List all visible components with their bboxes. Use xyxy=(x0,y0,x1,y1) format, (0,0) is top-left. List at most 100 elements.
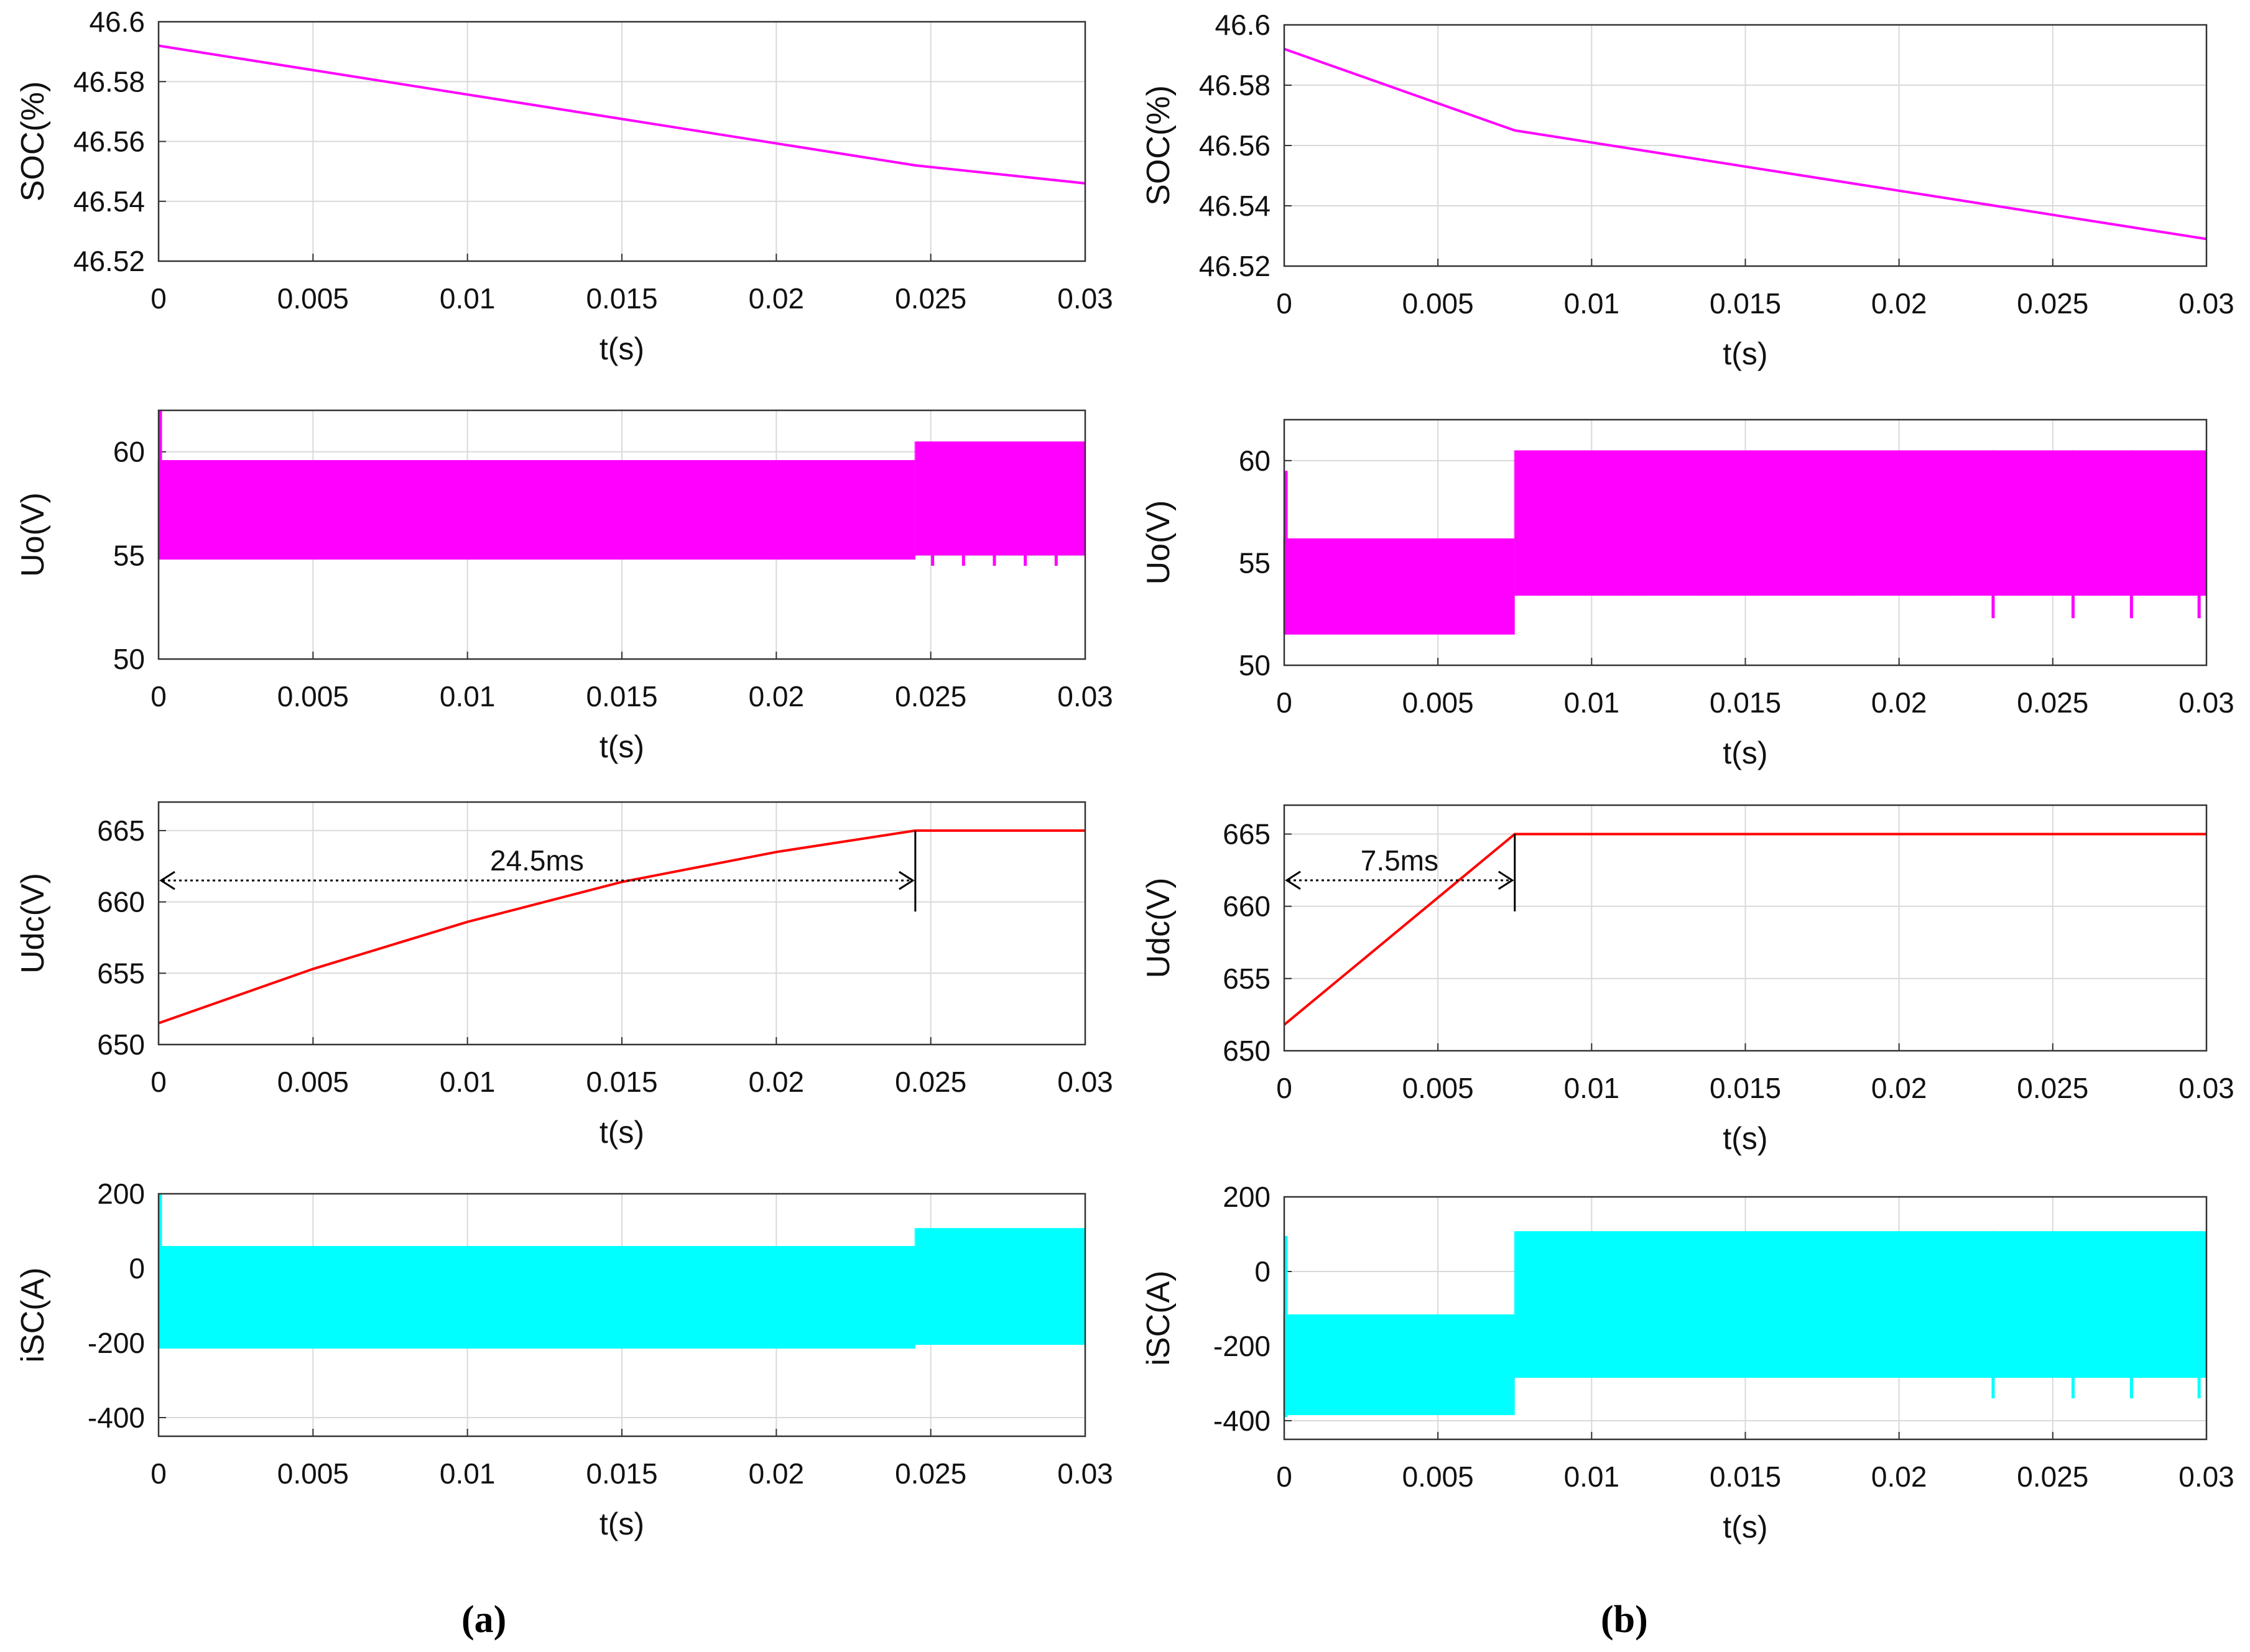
x-axis-label: t(s) xyxy=(1723,336,1767,371)
x-tick-label: 0.005 xyxy=(277,680,349,713)
y-tick-label: -400 xyxy=(1213,1405,1271,1437)
chart-b-3: 0 0.005 0.01 0.015 0.02 0.025 0.03 650 655 660 665… xyxy=(1141,804,2234,1156)
x-tick-label: 0.025 xyxy=(2017,287,2088,320)
x-tick-label: 0.02 xyxy=(1871,1460,1927,1493)
x-axis-label: t(s) xyxy=(600,331,644,366)
x-tick-label: 0.025 xyxy=(895,1066,966,1098)
x-tick-label: 0.01 xyxy=(1564,287,1620,320)
x-tick-label: 0.025 xyxy=(2017,1460,2088,1493)
annotation-arrowhead-left xyxy=(1285,870,1301,890)
x-axis-label: t(s) xyxy=(1723,736,1767,770)
signal-band xyxy=(1514,450,2206,596)
x-tick-label: 0.025 xyxy=(895,282,966,315)
x-tick-label: 0 xyxy=(150,680,167,713)
y-tick-label: 50 xyxy=(113,643,145,675)
x-tick-label: 0.03 xyxy=(2178,1072,2234,1104)
x-tick-label: 0.03 xyxy=(1057,282,1113,315)
x-tick-label: 0.015 xyxy=(586,282,657,315)
signal-band xyxy=(159,1246,915,1349)
chart-b-2: 0 0.005 0.01 0.015 0.02 0.025 0.03 50 55 60 t(s) Uo… xyxy=(1141,418,2234,770)
chart-b-1: 0 0.005 0.01 0.015 0.02 0.025 0.03 46.52 46.54 46… xyxy=(1141,9,2234,371)
y-tick-label: 665 xyxy=(97,814,145,847)
x-tick-label: 0 xyxy=(150,1066,167,1098)
x-tick-label: 0.015 xyxy=(586,680,657,713)
series-line xyxy=(1284,47,2207,241)
chart-a-3: 0 0.005 0.01 0.015 0.02 0.025 0.03 650 655 660 665… xyxy=(15,801,1113,1150)
annotation-arrowhead-right xyxy=(899,870,915,890)
y-axis-label: Udc(V) xyxy=(1141,878,1177,979)
y-tick-label: 60 xyxy=(1239,445,1271,477)
x-tick-label: 0 xyxy=(150,1457,167,1490)
y-axis-label: Uo(V) xyxy=(1141,501,1177,585)
y-tick-label: 46.54 xyxy=(1199,190,1271,222)
x-tick-label: 0.015 xyxy=(586,1457,657,1490)
y-tick-label: 46.58 xyxy=(73,65,145,98)
x-tick-label: 0.03 xyxy=(1057,680,1113,713)
y-axis-label: iSC(A) xyxy=(15,1267,51,1362)
y-tick-label: 46.54 xyxy=(73,185,145,218)
x-tick-label: 0.015 xyxy=(586,1066,657,1098)
x-axis-label: t(s) xyxy=(1723,1121,1767,1156)
plot-frame xyxy=(1283,1196,2208,1441)
x-tick-label: 0.01 xyxy=(440,1457,496,1490)
series-line xyxy=(158,44,1086,185)
x-tick-label: 0.005 xyxy=(277,1066,349,1098)
y-tick-label: 60 xyxy=(113,436,145,468)
x-axis-label: t(s) xyxy=(1723,1510,1767,1544)
x-tick-label: 0.02 xyxy=(1871,287,1927,320)
x-tick-label: 0.005 xyxy=(1402,287,1474,320)
signal-band xyxy=(1514,1231,2206,1378)
x-tick-label: 0.02 xyxy=(749,680,805,713)
y-tick-label: 650 xyxy=(97,1028,145,1061)
signal-band xyxy=(159,460,915,560)
y-tick-label: -200 xyxy=(88,1327,145,1359)
signal-band xyxy=(915,1228,1085,1345)
x-tick-label: 0.025 xyxy=(2017,1072,2088,1104)
x-tick-label: 0 xyxy=(150,282,167,315)
y-tick-label: 200 xyxy=(1223,1181,1271,1213)
y-tick-label: 0 xyxy=(1254,1255,1271,1288)
y-axis-label: SOC(%) xyxy=(1141,85,1177,206)
y-axis-label: Uo(V) xyxy=(15,492,51,577)
chart-b-4: 0 0.005 0.01 0.015 0.02 0.025 0.03 -400 -200 0 200… xyxy=(1141,1181,2234,1544)
plot-frame xyxy=(1283,804,2208,1052)
x-tick-label: 0 xyxy=(1276,1460,1292,1493)
x-tick-label: 0.01 xyxy=(1564,1072,1620,1104)
x-tick-label: 0.025 xyxy=(895,1457,966,1490)
x-tick-label: 0.01 xyxy=(440,282,496,315)
x-tick-label: 0.02 xyxy=(749,282,805,315)
x-tick-label: 0.005 xyxy=(1402,1460,1474,1493)
x-tick-label: 0.015 xyxy=(1710,287,1781,320)
y-tick-label: -400 xyxy=(88,1401,145,1434)
x-tick-label: 0.02 xyxy=(749,1066,805,1098)
y-tick-label: 200 xyxy=(97,1178,145,1210)
plot-frame xyxy=(1283,24,2208,267)
y-tick-label: 46.58 xyxy=(1199,69,1271,101)
x-tick-label: 0.03 xyxy=(2178,287,2234,320)
panel-label-a: (a) xyxy=(461,1599,507,1641)
y-tick-label: 46.56 xyxy=(73,126,145,158)
y-axis-label: Udc(V) xyxy=(15,873,51,974)
x-tick-label: 0 xyxy=(1276,287,1292,320)
chart-a-4: 0 0.005 0.01 0.015 0.02 0.025 0.03 -400 -200 0 200… xyxy=(15,1178,1113,1541)
y-tick-label: 46.6 xyxy=(1215,9,1271,41)
plot-frame xyxy=(1283,418,2208,667)
x-tick-label: 0.025 xyxy=(2017,686,2088,719)
x-tick-label: 0.01 xyxy=(440,680,496,713)
x-axis-label: t(s) xyxy=(600,1507,644,1541)
y-tick-label: -200 xyxy=(1213,1330,1271,1362)
y-tick-label: 655 xyxy=(1223,962,1271,995)
annotation-arrowhead-right xyxy=(1498,870,1514,890)
annotation-arrowhead-left xyxy=(159,870,175,890)
y-tick-label: 46.6 xyxy=(89,6,145,38)
plot-frame xyxy=(157,21,1086,262)
x-tick-label: 0.03 xyxy=(2178,1460,2234,1493)
y-tick-label: 46.56 xyxy=(1199,129,1271,162)
x-axis-label: t(s) xyxy=(600,729,644,764)
x-tick-label: 0.03 xyxy=(2178,686,2234,719)
x-tick-label: 0.005 xyxy=(277,1457,349,1490)
x-tick-label: 0.02 xyxy=(1871,1072,1927,1104)
plot-frame xyxy=(157,1193,1086,1437)
annotation-label: 7.5ms xyxy=(1361,844,1438,877)
